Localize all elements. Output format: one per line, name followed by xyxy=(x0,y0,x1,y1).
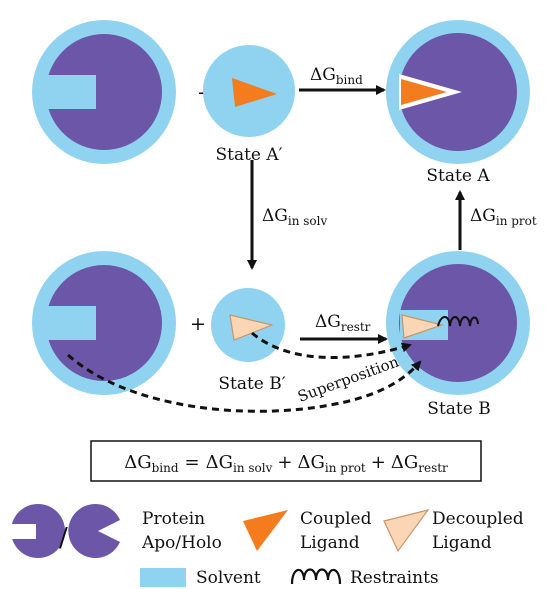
state-b-label: State B xyxy=(427,399,490,419)
ligand-solvated-a-prime xyxy=(203,45,295,137)
eq-lhs-sub: bind xyxy=(152,461,179,475)
superposition-arrow-ligand xyxy=(251,331,412,359)
eq-lhs-delta: ΔG xyxy=(124,452,151,473)
superposition-arrow-protein xyxy=(67,353,422,413)
binding-pocket xyxy=(46,306,96,340)
subscript: in prot xyxy=(496,214,537,228)
arrow-in-solv-label: ΔGin solv xyxy=(262,206,327,228)
legend-coupled-line1: Coupled xyxy=(300,509,372,529)
legend-coupled-line2: Ligand xyxy=(300,533,360,553)
ligand-solvated-b-prime xyxy=(211,288,285,362)
coupled-ligand xyxy=(232,78,277,107)
eq-plus-2: + xyxy=(371,452,386,473)
restrained-complex-b xyxy=(386,251,530,395)
apo-protein-top xyxy=(32,20,176,164)
legend-apo-protein-icon xyxy=(10,504,65,558)
eq-t3-delta: ΔG xyxy=(391,452,418,473)
free-energy-equation: ΔGbind = ΔGin solv + ΔGin prot + ΔGrestr xyxy=(124,452,448,475)
holo-complex-a xyxy=(386,20,530,164)
subscript: bind xyxy=(336,73,363,87)
binding-pocket xyxy=(46,75,96,109)
delta-g: ΔG xyxy=(470,206,496,226)
arrow-restr-label: ΔGrestr xyxy=(315,312,371,334)
eq-equals: = xyxy=(185,452,200,473)
legend-holo-protein-icon xyxy=(68,504,120,559)
arrow-in-prot-label: ΔGin prot xyxy=(470,206,537,228)
superposition-label: Superposition xyxy=(295,352,401,405)
delta-g: ΔG xyxy=(310,65,336,85)
legend-coupled-ligand-icon xyxy=(243,510,288,551)
eq-t2-sub: in prot xyxy=(325,461,366,475)
subscript: restr xyxy=(341,320,371,334)
legend-solvent-label: Solvent xyxy=(196,568,261,588)
pocket-cutout xyxy=(10,524,36,539)
restraints-spring xyxy=(437,316,479,327)
eq-t1-delta: ΔG xyxy=(206,452,233,473)
legend-restraints-icon xyxy=(290,568,342,585)
state-a-label: State A xyxy=(426,166,490,186)
subscript: in solv xyxy=(288,214,328,228)
arrow-bind-label: ΔGbind xyxy=(310,65,363,87)
eq-t2-delta: ΔG xyxy=(298,452,325,473)
legend-protein-line1: Protein xyxy=(142,509,205,529)
legend-decoupled-line1: Decoupled xyxy=(432,509,524,529)
equation-box xyxy=(90,440,482,482)
state-a-prime-label: State A′ xyxy=(215,145,282,165)
state-b-prime-label: State B′ xyxy=(218,374,285,394)
protein-body xyxy=(11,504,65,558)
legend-protein-line2: Apo/Holo xyxy=(141,533,222,553)
protein-body xyxy=(46,265,162,381)
delta-g: ΔG xyxy=(315,312,341,332)
protein-body xyxy=(399,264,517,382)
legend-restraints-label: Restraints xyxy=(350,568,439,588)
protein-body xyxy=(46,34,162,150)
plus-bottom: + xyxy=(190,313,206,335)
legend-decoupled-ligand-icon xyxy=(383,509,430,553)
legend-decoupled-line2: Ligand xyxy=(432,533,492,553)
eq-t3-sub: restr xyxy=(418,461,448,475)
eq-plus-1: + xyxy=(277,452,292,473)
decoupled-ligand xyxy=(401,314,445,339)
legend: / Protein Apo/Holo Coupled Ligand Decoup… xyxy=(10,504,524,588)
apo-protein-bottom xyxy=(32,251,176,395)
eq-t1-sub: in solv xyxy=(233,461,273,475)
delta-g: ΔG xyxy=(262,206,288,226)
coupled-ligand xyxy=(401,79,447,105)
legend-slash: / xyxy=(59,523,68,553)
legend-solvent-swatch xyxy=(140,568,186,587)
